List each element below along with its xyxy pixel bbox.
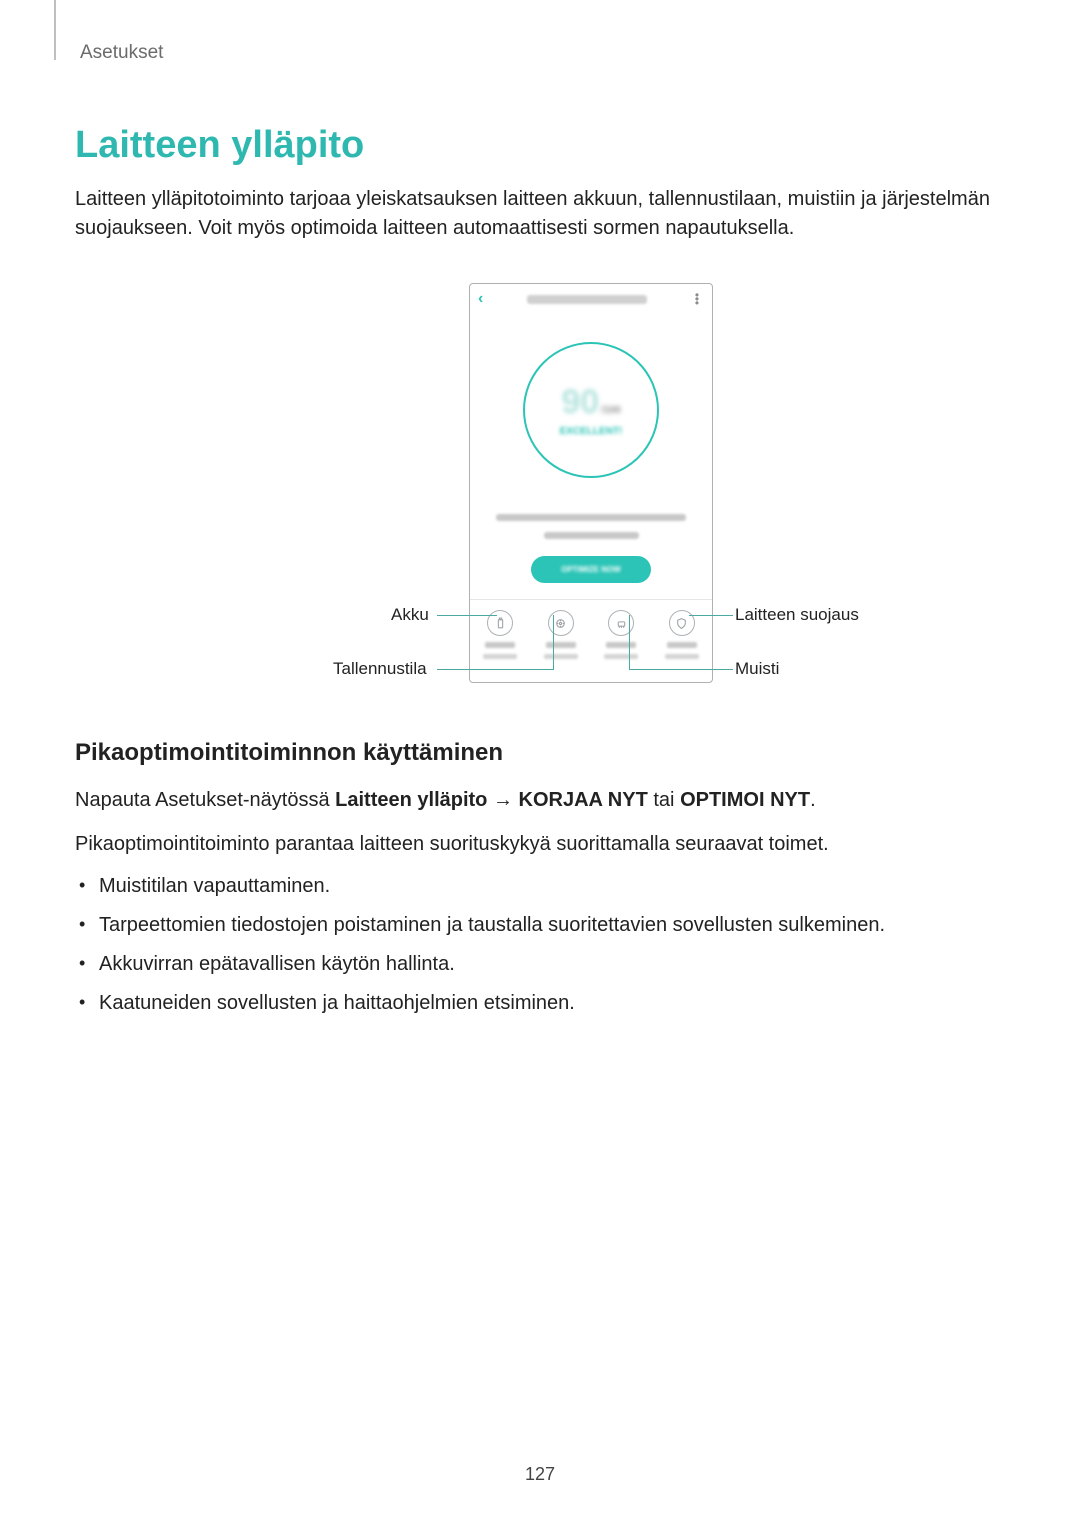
score-suffix: /100 [601,405,620,416]
callout-line [437,669,553,670]
score-gauge: 90/100 EXCELLENT! [523,342,659,478]
callout-line [629,669,733,670]
callout-battery: Akku [391,605,429,625]
gauge-score: 90/100 [561,383,620,422]
gauge-status-word: EXCELLENT! [560,426,623,437]
page-number: 127 [0,1464,1080,1485]
security-label [667,642,697,648]
bold-text: KORJAA NYT [519,789,648,811]
storage-icon [548,610,574,636]
storage-cell[interactable] [531,600,592,680]
section-heading: Pikaoptimointitoiminnon käyttäminen [75,739,1005,767]
security-sub [665,654,699,659]
optimize-button[interactable]: OPTIMIZE NOW [531,556,651,583]
more-icon[interactable]: ••• [690,293,704,305]
storage-sub [544,654,578,659]
storage-label [546,642,576,648]
status-text [470,508,712,544]
text: → [487,789,518,811]
callout-storage: Tallennustila [333,659,427,679]
memory-icon [608,610,634,636]
phone-header-title: DEVICE MAINTENANCE [527,295,647,304]
icon-row [470,600,712,680]
battery-sub [483,654,517,659]
memory-cell[interactable] [591,600,652,680]
text: . [810,789,816,811]
list-item: Kaatuneiden sovellusten ja haittaohjelmi… [99,990,1005,1017]
callout-line [437,615,497,616]
status-line-2 [544,532,639,539]
score-value: 90 [561,383,599,421]
security-cell[interactable] [652,600,713,680]
list-item: Tarpeettomien tiedostojen poistaminen ja… [99,912,1005,939]
phone-header: ‹ DEVICE MAINTENANCE ••• [470,284,712,314]
page: Asetukset Laitteen ylläpito Laitteen yll… [0,0,1080,1527]
bullet-list: Muistitilan vapauttaminen. Tarpeettomien… [75,873,1005,1017]
optimize-button-label: OPTIMIZE NOW [561,565,621,574]
list-item: Akkuvirran epätavallisen käytön hallinta… [99,951,1005,978]
battery-cell[interactable] [470,600,531,680]
text: Napauta Asetukset-näytössä [75,789,335,811]
shield-icon [669,610,695,636]
figure: ‹ DEVICE MAINTENANCE ••• 90/100 EXCELLEN… [75,283,1005,703]
bold-text: OPTIMOI NYT [680,789,810,811]
list-item: Muistitilan vapauttaminen. [99,873,1005,900]
callout-line [553,615,554,670]
memory-label [606,642,636,648]
battery-icon [487,610,513,636]
text: tai [648,789,680,811]
gauge-area: 90/100 EXCELLENT! [470,314,712,506]
margin-rule [54,0,56,60]
status-line-1 [496,514,686,521]
memory-sub [604,654,638,659]
bold-text: Laitteen ylläpito [335,789,487,811]
callout-security: Laitteen suojaus [735,605,859,625]
callout-line [689,615,733,616]
callout-memory: Muisti [735,659,779,679]
description-line: Pikaoptimointitoiminto parantaa laitteen… [75,829,1005,859]
battery-label [485,642,515,648]
phone-mock: ‹ DEVICE MAINTENANCE ••• 90/100 EXCELLEN… [469,283,713,683]
breadcrumb: Asetukset [80,42,1005,64]
callout-line [629,615,630,670]
page-title: Laitteen ylläpito [75,124,1005,167]
instruction-line: Napauta Asetukset-näytössä Laitteen yllä… [75,785,1005,815]
back-icon[interactable]: ‹ [478,290,483,308]
intro-paragraph: Laitteen ylläpitotoiminto tarjoaa yleisk… [75,185,1005,243]
